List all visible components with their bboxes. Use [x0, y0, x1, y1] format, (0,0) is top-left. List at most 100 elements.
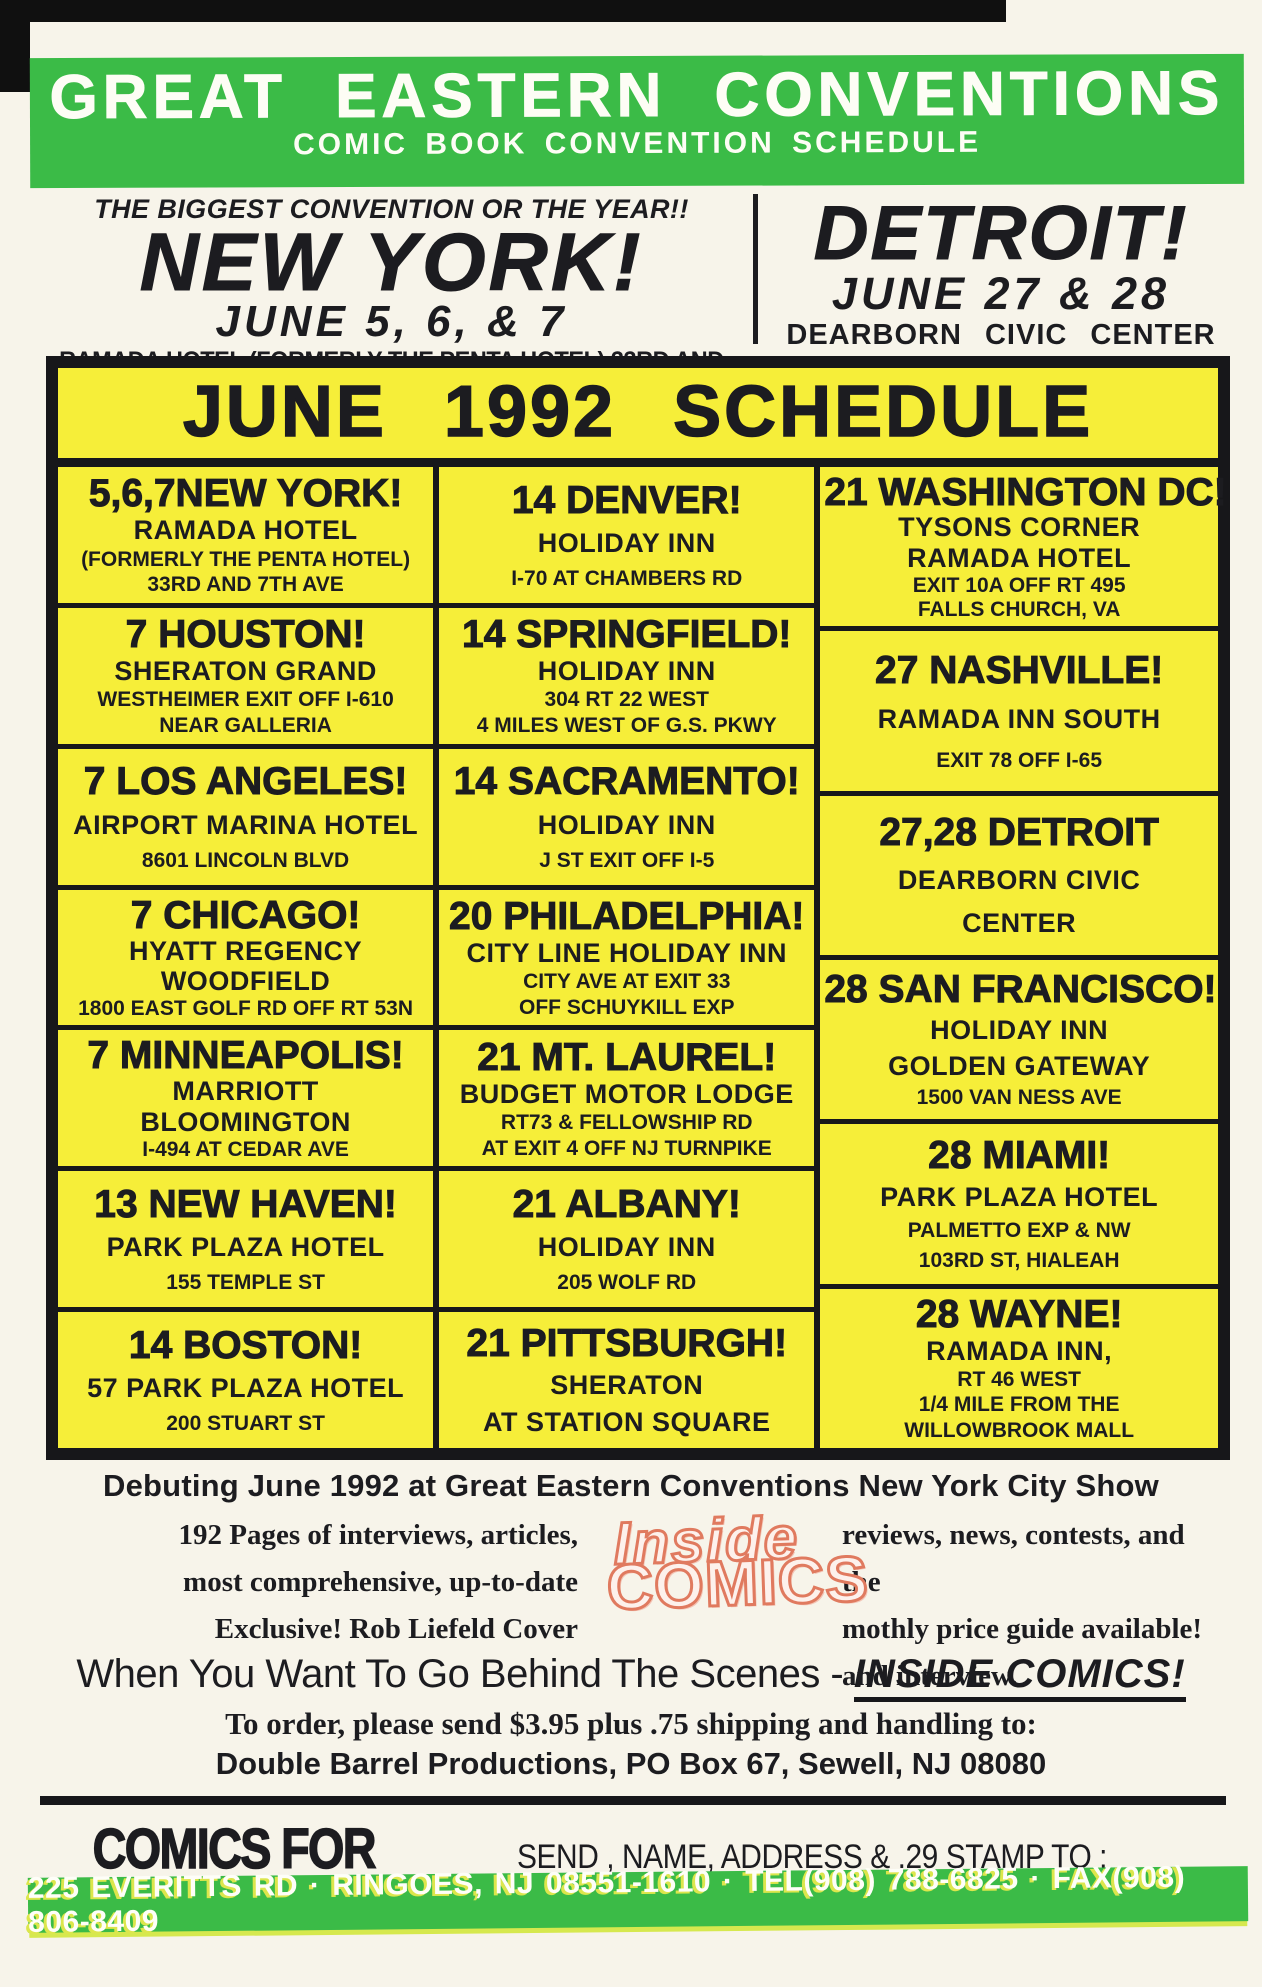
entry-venue: RAMADA INN SOUTH	[877, 704, 1161, 735]
entry-address: EXIT 10A OFF RT 495	[912, 573, 1126, 597]
entry-address: 33RD AND 7TH AVE	[147, 573, 344, 597]
schedule-entry: 21 WASHINGTON DC! TYSONS CORNER RAMADA H…	[820, 467, 1227, 632]
entry-title: 21 MT. LAUREL!	[477, 1035, 777, 1079]
schedule-column-1: 5,6,7NEW YORK! RAMADA HOTEL (FORMERLY TH…	[58, 467, 434, 1448]
entry-venue: BLOOMINGTON	[140, 1106, 351, 1137]
entry-title: 14 BOSTON!	[128, 1323, 363, 1367]
schedule-entry: 14 BOSTON! 57 PARK PLAZA HOTEL 200 STUAR…	[58, 1312, 433, 1448]
schedule-entry: 21 PITTSBURGH! SHERATON AT STATION SQUAR…	[439, 1312, 814, 1448]
schedule-entry: 21 ALBANY! HOLIDAY INN 205 WOLF RD	[439, 1171, 815, 1313]
inside-comics-logo: Inside COMICS	[590, 1502, 871, 1625]
entry-title: 21 PITTSBURGH!	[466, 1322, 788, 1365]
entry-venue: RAMADA HOTEL	[133, 515, 358, 546]
scenes-prefix: When You Want To Go Behind The Scenes -	[76, 1652, 854, 1696]
schedule-entry: 13 NEW HAVEN! PARK PLAZA HOTEL 155 TEMPL…	[58, 1171, 434, 1313]
entry-title: 14 SPRINGFIELD!	[462, 612, 792, 656]
detroit-show-block: DETROIT! JUNE 27 & 28 DEARBORN CIVIC CEN…	[758, 191, 1244, 352]
entry-title: 27,28 DETROIT	[879, 811, 1160, 855]
contact-footer-bar: 225 EVERITTS RD · RINGOES, NJ 08551-1610…	[28, 1860, 1249, 1938]
schedule-entry: 7 MINNEAPOLIS! MARRIOTT BLOOMINGTON I-49…	[58, 1030, 434, 1172]
entry-title: 5,6,7NEW YORK!	[88, 472, 403, 516]
entry-title: 20 PHILADELPHIA!	[449, 894, 805, 938]
schedule-column-3: 21 WASHINGTON DC! TYSONS CORNER RAMADA H…	[814, 467, 1227, 1448]
entry-address: I-494 AT CEDAR AVE	[142, 1137, 349, 1161]
entry-venue: AIRPORT MARINA HOTEL	[73, 809, 419, 840]
detroit-venue: DEARBORN CIVIC CENTER	[786, 319, 1216, 352]
entry-address: 4 MILES WEST OF G.S. PKWY	[476, 714, 777, 738]
promo-right-text: reviews, news, contests, and the mothly …	[822, 1512, 1210, 1700]
debut-line: Debuting June 1992 at Great Eastern Conv…	[103, 1468, 1159, 1503]
entry-address: WILLOWBROOK MALL	[904, 1418, 1135, 1442]
entry-venue: 57 PARK PLAZA HOTEL	[87, 1373, 405, 1404]
entry-venue: AT STATION SQUARE	[482, 1406, 771, 1437]
entry-address: 200 STUART ST	[166, 1411, 325, 1435]
entry-venue: HOLIDAY INN	[537, 809, 716, 840]
promo-left-line: most comprehensive, up-to-date	[183, 1565, 578, 1598]
entry-address: 155 TEMPLE ST	[166, 1271, 325, 1295]
contact-info: 225 EVERITTS RD · RINGOES, NJ 08551-1610…	[27, 1860, 1186, 1939]
behind-the-scenes-line: When You Want To Go Behind The Scenes - …	[0, 1652, 1262, 1702]
entry-title: 21 ALBANY!	[512, 1182, 741, 1226]
entry-title: 7 MINNEAPOLIS!	[87, 1034, 404, 1078]
entry-title: 14 SACRAMENTO!	[453, 760, 800, 804]
detroit-dates: JUNE 27 & 28	[831, 268, 1171, 320]
entry-venue: BUDGET MOTOR LODGE	[459, 1078, 794, 1109]
entry-venue: PARK PLAZA HOTEL	[106, 1232, 385, 1263]
tagline: THE BIGGEST CONVENTION OR THE YEAR!!	[94, 194, 689, 224]
entry-title: 14 DENVER!	[511, 478, 742, 522]
entry-address: 1/4 MILE FROM THE	[918, 1393, 1120, 1417]
schedule-entry: 14 SPRINGFIELD! HOLIDAY INN 304 RT 22 WE…	[439, 608, 815, 749]
schedule-entry: 27 NASHVILLE! RAMADA INN SOUTH EXIT 78 O…	[820, 631, 1218, 796]
entry-title: 28 SAN FRANCISCO!	[824, 968, 1217, 1012]
entry-address: RT73 & FELLOWSHIP RD	[500, 1111, 753, 1134]
entry-venue: HOLIDAY INN	[537, 528, 716, 559]
scan-edge-corner	[0, 0, 30, 92]
schedule-entry: 7 CHICAGO! HYATT REGENCY WOODFIELD 1800 …	[58, 890, 434, 1031]
mailing-address: Double Barrel Productions, PO Box 67, Se…	[215, 1746, 1047, 1781]
entry-venue: RAMADA HOTEL	[907, 543, 1132, 574]
order-instructions: To order, please send $3.95 plus .75 shi…	[225, 1706, 1037, 1741]
entry-address: 1800 EAST GOLF RD OFF RT 53N	[78, 996, 414, 1020]
schedule-entry: 28 WAYNE! RAMADA INN, RT 46 WEST 1/4 MIL…	[820, 1289, 1218, 1448]
entry-address: AT EXIT 4 OFF NJ TURNPIKE	[481, 1136, 772, 1160]
entry-venue: HOLIDAY INN	[537, 656, 716, 687]
entry-venue: MARRIOTT	[172, 1075, 319, 1106]
promo-left-line: Exclusive! Rob Liefeld Cover	[214, 1612, 578, 1645]
entry-venue: TYSONS CORNER	[898, 512, 1141, 543]
schedule-grid: 5,6,7NEW YORK! RAMADA HOTEL (FORMERLY TH…	[58, 467, 1227, 1448]
schedule-title: JUNE 1992 SCHEDULE	[58, 368, 1218, 467]
june-schedule-table: JUNE 1992 SCHEDULE 5,6,7NEW YORK! RAMADA…	[46, 356, 1230, 1460]
entry-title: 27 NASHVILLE!	[875, 648, 1164, 692]
promo-left-text: 192 Pages of interviews, articles, most …	[52, 1512, 592, 1653]
schedule-entry: 21 MT. LAUREL! BUDGET MOTOR LODGE RT73 &…	[439, 1030, 815, 1172]
entry-venue: PARK PLAZA HOTEL	[880, 1181, 1159, 1212]
entry-venue: HOLIDAY INN	[537, 1232, 716, 1263]
detroit-title: DETROIT!	[813, 191, 1189, 276]
new-york-show-block: THE BIGGEST CONVENTION OR THE YEAR!! NEW…	[30, 194, 758, 404]
entry-venue: RAMADA INN,	[926, 1336, 1113, 1367]
entry-title: 7 HOUSTON!	[125, 612, 366, 656]
scan-edge-top	[0, 0, 1006, 22]
entry-address: 8601 LINCOLN BLVD	[141, 848, 350, 872]
inside-comics-emphasis: INSIDE COMICS!	[853, 1652, 1186, 1702]
schedule-entry: 14 DENVER! HOLIDAY INN I-70 AT CHAMBERS …	[439, 467, 815, 608]
promo-right-line: reviews, news, contests, and the	[842, 1519, 1185, 1598]
entry-title: 21 WASHINGTON DC!	[824, 470, 1227, 514]
entry-address: 304 RT 22 WEST	[544, 688, 710, 712]
banner-title: GREAT EASTERN CONVENTIONS	[49, 58, 1225, 133]
new-york-title: NEW YORK!	[139, 217, 644, 308]
entry-venue: SHERATON	[550, 1369, 704, 1400]
featured-shows-header: THE BIGGEST CONVENTION OR THE YEAR!! NEW…	[30, 191, 1244, 404]
entry-title: 7 CHICAGO!	[130, 893, 361, 937]
entry-title: 7 LOS ANGELES!	[83, 760, 408, 804]
entry-address: CITY AVE AT EXIT 33	[523, 970, 731, 994]
schedule-entry: 7 LOS ANGELES! AIRPORT MARINA HOTEL 8601…	[58, 749, 434, 890]
entry-address: I-70 AT CHAMBERS RD	[511, 566, 743, 590]
entry-address: 103RD ST, HIALEAH	[918, 1249, 1120, 1273]
schedule-entry: 14 SACRAMENTO! HOLIDAY INN J ST EXIT OFF…	[439, 749, 815, 890]
section-divider	[40, 1796, 1226, 1805]
entry-address: OFF SCHUYKILL EXP	[519, 995, 735, 1019]
entry-venue: DEARBORN CIVIC	[897, 865, 1141, 896]
entry-address: J ST EXIT OFF I-5	[539, 848, 715, 872]
